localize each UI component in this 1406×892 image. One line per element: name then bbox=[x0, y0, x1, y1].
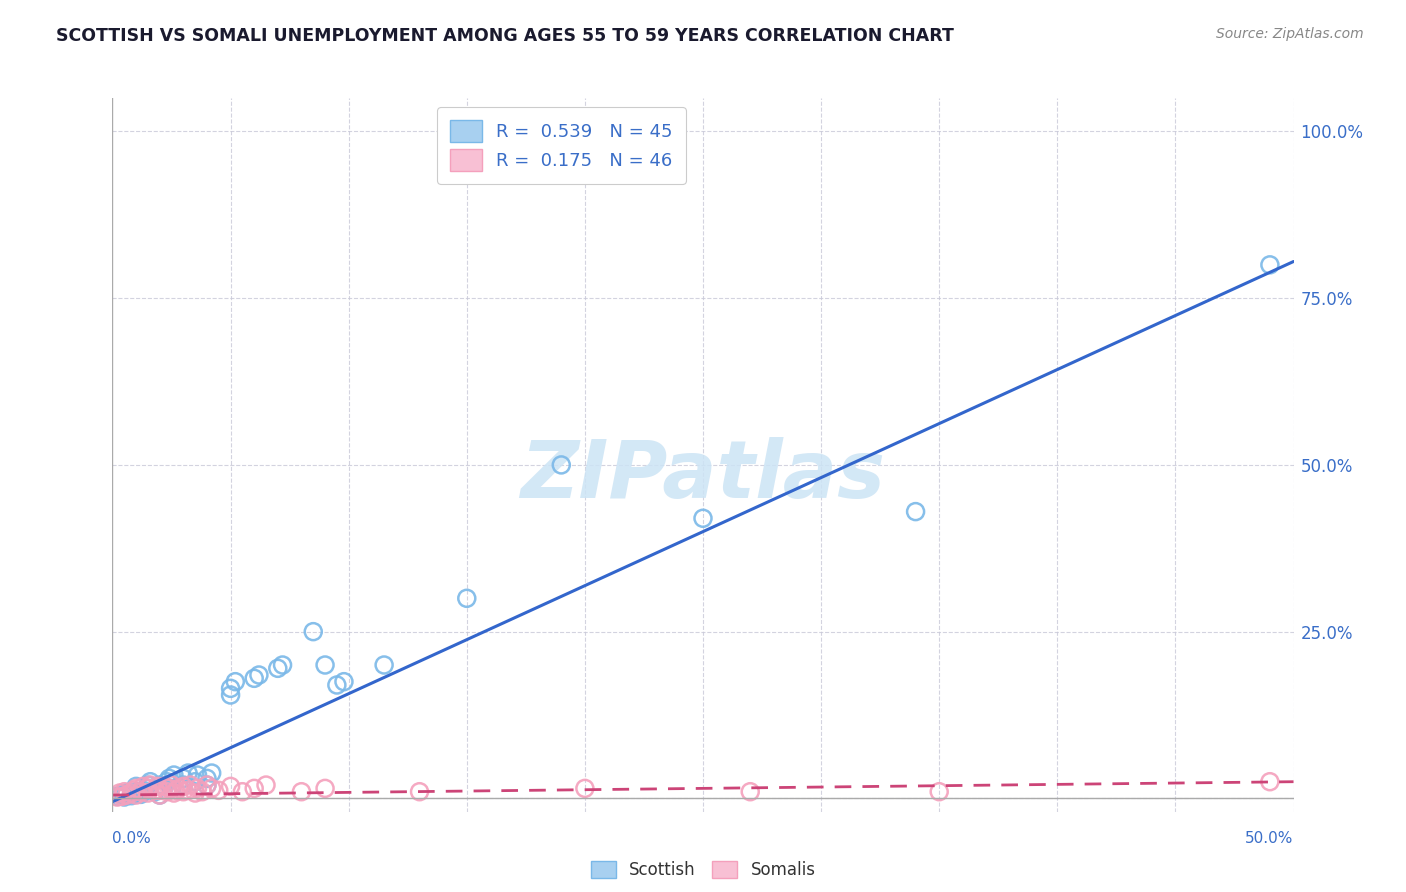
Point bbox=[125, 780, 148, 794]
Point bbox=[177, 783, 200, 797]
Point bbox=[108, 786, 131, 800]
Point bbox=[112, 790, 135, 805]
Point bbox=[195, 778, 218, 792]
Point bbox=[1258, 774, 1281, 789]
Point bbox=[184, 786, 207, 800]
Point bbox=[692, 511, 714, 525]
Point bbox=[120, 786, 142, 800]
Point bbox=[160, 781, 183, 796]
Point bbox=[186, 781, 208, 796]
Point bbox=[143, 783, 166, 797]
Point bbox=[136, 781, 159, 796]
Point bbox=[136, 786, 159, 800]
Point bbox=[129, 788, 152, 802]
Point bbox=[143, 785, 166, 799]
Point bbox=[191, 785, 214, 799]
Point bbox=[302, 624, 325, 639]
Point bbox=[172, 772, 194, 786]
Point bbox=[904, 505, 927, 519]
Point bbox=[115, 788, 138, 802]
Point bbox=[254, 778, 277, 792]
Point bbox=[179, 778, 201, 792]
Point bbox=[163, 768, 186, 782]
Text: Source: ZipAtlas.com: Source: ZipAtlas.com bbox=[1216, 27, 1364, 41]
Point bbox=[267, 661, 290, 675]
Point bbox=[247, 668, 270, 682]
Point bbox=[928, 785, 950, 799]
Point bbox=[139, 778, 162, 792]
Point bbox=[160, 778, 183, 792]
Point bbox=[120, 789, 142, 803]
Point bbox=[149, 788, 172, 802]
Point bbox=[201, 781, 224, 796]
Point bbox=[550, 458, 572, 472]
Point bbox=[157, 781, 180, 796]
Point bbox=[149, 778, 172, 792]
Point bbox=[136, 781, 159, 796]
Point bbox=[153, 780, 176, 794]
Point bbox=[243, 781, 266, 796]
Point bbox=[149, 783, 172, 797]
Point bbox=[105, 789, 128, 804]
Point bbox=[132, 783, 155, 797]
Point bbox=[156, 785, 179, 799]
Point bbox=[456, 591, 478, 606]
Point bbox=[165, 783, 187, 797]
Point bbox=[219, 688, 242, 702]
Text: 0.0%: 0.0% bbox=[112, 831, 152, 846]
Point bbox=[149, 788, 172, 802]
Point bbox=[333, 674, 356, 689]
Point bbox=[125, 781, 148, 796]
Point bbox=[224, 674, 246, 689]
Text: 50.0%: 50.0% bbox=[1246, 831, 1294, 846]
Point bbox=[184, 774, 207, 789]
Point bbox=[408, 785, 430, 799]
Point bbox=[172, 778, 194, 792]
Point bbox=[157, 772, 180, 786]
Point bbox=[172, 780, 194, 794]
Point bbox=[136, 778, 159, 792]
Point bbox=[146, 780, 169, 794]
Point bbox=[125, 788, 148, 802]
Point bbox=[163, 786, 186, 800]
Point bbox=[326, 678, 349, 692]
Point bbox=[208, 783, 231, 797]
Point bbox=[195, 772, 218, 786]
Point bbox=[219, 681, 242, 696]
Point bbox=[243, 671, 266, 685]
Legend: Scottish, Somalis: Scottish, Somalis bbox=[583, 854, 823, 886]
Point bbox=[574, 781, 596, 796]
Point bbox=[271, 658, 294, 673]
Point bbox=[111, 788, 134, 802]
Point bbox=[172, 785, 194, 799]
Point bbox=[177, 766, 200, 780]
Point bbox=[740, 785, 762, 799]
Text: SCOTTISH VS SOMALI UNEMPLOYMENT AMONG AGES 55 TO 59 YEARS CORRELATION CHART: SCOTTISH VS SOMALI UNEMPLOYMENT AMONG AG… bbox=[56, 27, 955, 45]
Point bbox=[105, 790, 128, 805]
Point bbox=[219, 780, 242, 794]
Point bbox=[111, 789, 134, 804]
Point bbox=[201, 766, 224, 780]
Point bbox=[167, 781, 190, 796]
Point bbox=[115, 786, 138, 800]
Point bbox=[129, 785, 152, 799]
Point bbox=[186, 768, 208, 782]
Text: ZIPatlas: ZIPatlas bbox=[520, 437, 886, 516]
Point bbox=[314, 781, 336, 796]
Point bbox=[195, 778, 218, 792]
Point bbox=[314, 658, 336, 673]
Point bbox=[132, 780, 155, 794]
Point bbox=[231, 785, 253, 799]
Point bbox=[290, 785, 312, 799]
Point bbox=[153, 780, 176, 794]
Point bbox=[125, 785, 148, 799]
Point bbox=[156, 774, 179, 789]
Point bbox=[139, 774, 162, 789]
Point bbox=[373, 658, 395, 673]
Point bbox=[112, 785, 135, 799]
Point bbox=[122, 783, 145, 797]
Point bbox=[1258, 258, 1281, 272]
